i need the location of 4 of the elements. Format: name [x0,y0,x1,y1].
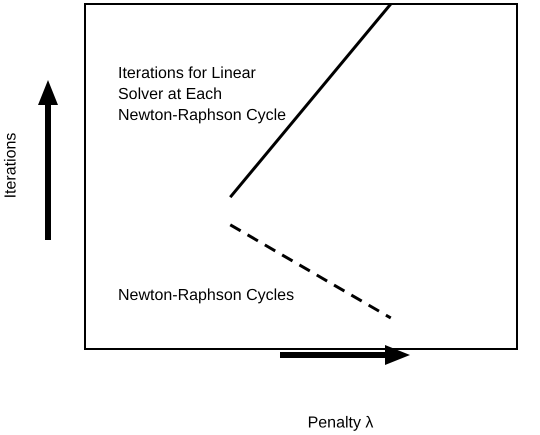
y-axis-title: Iterations [2,132,20,198]
x-axis-title: Penalty λ [308,414,374,432]
series-label: Iterations for Linear Solver at Each Newton-Raphson Cycle [118,65,286,124]
series-label: Newton-Raphson Cycles [118,287,294,304]
